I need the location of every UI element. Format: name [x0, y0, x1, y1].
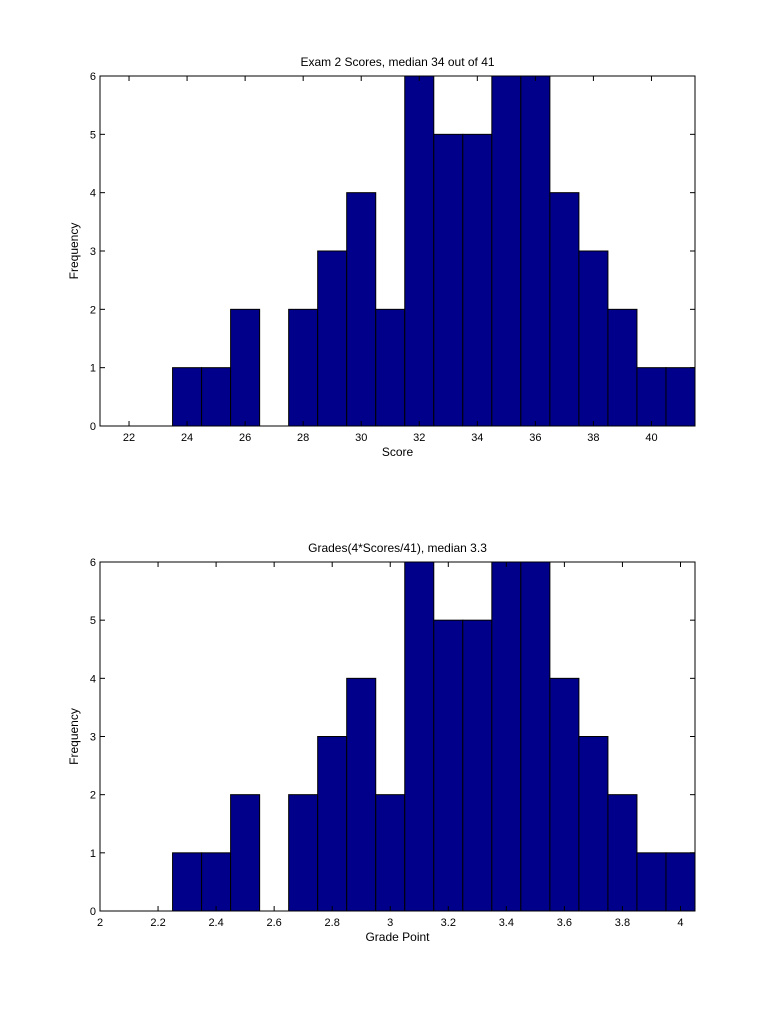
x-tick-label: 32: [413, 432, 425, 444]
x-tick-label: 34: [471, 432, 483, 444]
histogram-bar: [317, 250, 348, 427]
x-tick-label: 2.6: [266, 917, 281, 929]
histogram-bar: [404, 75, 435, 427]
histogram-bar: [520, 75, 551, 427]
x-tick-label: 2.4: [208, 917, 223, 929]
x-tick-label: 3.6: [557, 917, 572, 929]
x-axis-label: Score: [382, 445, 414, 459]
x-tick-label: 2.8: [325, 917, 340, 929]
histogram-bar: [491, 75, 522, 427]
y-tick-label: 5: [90, 615, 96, 627]
x-tick-label: 3: [387, 917, 393, 929]
histogram-bar: [520, 561, 551, 912]
histogram-bar: [607, 794, 638, 912]
y-tick-label: 0: [90, 906, 96, 918]
histogram-bar: [462, 619, 493, 912]
histogram-bar: [636, 852, 667, 912]
x-tick-label: 22: [123, 432, 135, 444]
x-tick-label: 3.2: [441, 917, 456, 929]
y-tick-label: 2: [90, 304, 96, 316]
histogram-bar: [172, 367, 203, 427]
x-tick-label: 3.4: [499, 917, 514, 929]
histogram-bar: [491, 561, 522, 912]
x-tick-label: 2.2: [150, 917, 165, 929]
x-tick-label: 36: [529, 432, 541, 444]
histogram-bar: [578, 736, 609, 912]
histogram-bar: [172, 852, 203, 912]
y-tick-label: 1: [90, 848, 96, 860]
histogram-bar: [201, 367, 232, 427]
x-tick-label: 24: [181, 432, 193, 444]
histogram-bar: [665, 367, 696, 427]
y-tick-label: 4: [90, 188, 96, 200]
y-tick-label: 3: [90, 246, 96, 258]
histogram-bar: [375, 308, 406, 427]
y-tick-label: 0: [90, 421, 96, 433]
y-tick-label: 1: [90, 363, 96, 375]
x-tick-label: 30: [355, 432, 367, 444]
x-tick-label: 3.8: [615, 917, 630, 929]
histogram-bar: [201, 852, 232, 912]
histogram-bar: [578, 250, 609, 427]
chart-title: Grades(4*Scores/41), median 3.3: [308, 541, 487, 555]
histogram-bar: [375, 794, 406, 912]
histogram-bar: [462, 133, 493, 427]
histogram-bar: [230, 794, 261, 912]
histogram-bar: [607, 308, 638, 427]
y-tick-label: 6: [90, 557, 96, 569]
histogram-bar: [230, 308, 261, 427]
y-tick-label: 6: [90, 71, 96, 83]
chart-title: Exam 2 Scores, median 34 out of 41: [300, 55, 494, 69]
histogram-bar: [433, 133, 464, 427]
x-tick-label: 26: [239, 432, 251, 444]
histogram-bar: [665, 852, 696, 912]
histogram-bar: [433, 619, 464, 912]
x-tick-label: 4: [677, 917, 683, 929]
histogram-bar: [404, 561, 435, 912]
histogram-bar: [317, 736, 348, 912]
y-axis-label: Frequency: [67, 223, 81, 280]
histogram-bar: [288, 308, 319, 427]
histogram-bar: [346, 677, 377, 912]
histogram-bar: [549, 677, 580, 912]
y-tick-label: 2: [90, 790, 96, 802]
x-tick-label: 28: [297, 432, 309, 444]
histogram-bar: [288, 794, 319, 912]
grade-histogram: 2 2.2 2.4 2.6 2.8 3 3.2 3.4 3.6 3.8 4 0 1 2 3 4 5 6 Grades…: [67, 541, 696, 944]
y-axis-label: Frequency: [67, 708, 81, 765]
histogram-bar: [346, 192, 377, 427]
x-tick-label: 2: [97, 917, 103, 929]
y-tick-label: 3: [90, 732, 96, 744]
histogram-bar: [636, 367, 667, 427]
x-axis-label: Grade Point: [365, 930, 430, 944]
histogram-bar: [549, 192, 580, 427]
x-tick-label: 38: [587, 432, 599, 444]
x-tick-label: 40: [645, 432, 657, 444]
y-tick-label: 4: [90, 673, 96, 685]
y-tick-label: 5: [90, 129, 96, 141]
